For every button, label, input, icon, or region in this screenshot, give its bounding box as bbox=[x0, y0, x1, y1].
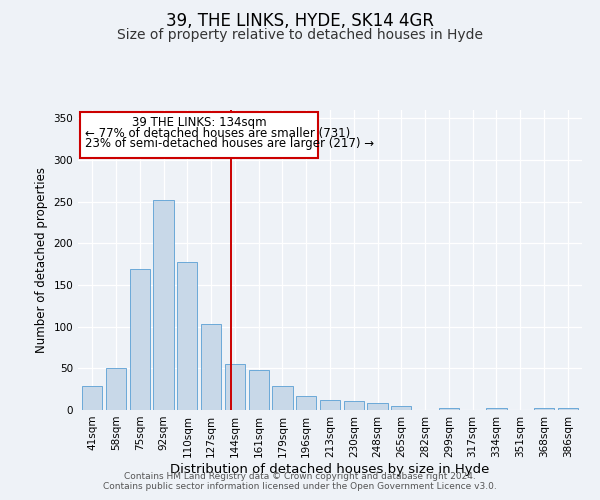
Bar bbox=[344, 401, 364, 410]
Y-axis label: Number of detached properties: Number of detached properties bbox=[35, 167, 48, 353]
Text: 23% of semi-detached houses are larger (217) →: 23% of semi-detached houses are larger (… bbox=[85, 138, 374, 150]
Text: ← 77% of detached houses are smaller (731): ← 77% of detached houses are smaller (73… bbox=[85, 126, 350, 140]
Bar bbox=[154, 200, 173, 410]
FancyBboxPatch shape bbox=[80, 112, 318, 158]
X-axis label: Distribution of detached houses by size in Hyde: Distribution of detached houses by size … bbox=[170, 462, 490, 475]
Bar bbox=[534, 408, 554, 410]
Bar bbox=[439, 408, 459, 410]
Text: Contains public sector information licensed under the Open Government Licence v3: Contains public sector information licen… bbox=[103, 482, 497, 491]
Bar bbox=[272, 386, 293, 410]
Bar bbox=[320, 400, 340, 410]
Bar bbox=[201, 324, 221, 410]
Bar bbox=[106, 368, 126, 410]
Bar bbox=[248, 370, 269, 410]
Bar bbox=[487, 408, 506, 410]
Text: Contains HM Land Registry data © Crown copyright and database right 2024.: Contains HM Land Registry data © Crown c… bbox=[124, 472, 476, 481]
Bar bbox=[177, 262, 197, 410]
Bar bbox=[130, 269, 150, 410]
Bar bbox=[82, 386, 103, 410]
Text: Size of property relative to detached houses in Hyde: Size of property relative to detached ho… bbox=[117, 28, 483, 42]
Text: 39, THE LINKS, HYDE, SK14 4GR: 39, THE LINKS, HYDE, SK14 4GR bbox=[166, 12, 434, 30]
Bar bbox=[296, 396, 316, 410]
Text: 39 THE LINKS: 134sqm: 39 THE LINKS: 134sqm bbox=[132, 116, 266, 129]
Bar bbox=[367, 404, 388, 410]
Bar bbox=[557, 408, 578, 410]
Bar bbox=[225, 364, 245, 410]
Bar bbox=[391, 406, 412, 410]
